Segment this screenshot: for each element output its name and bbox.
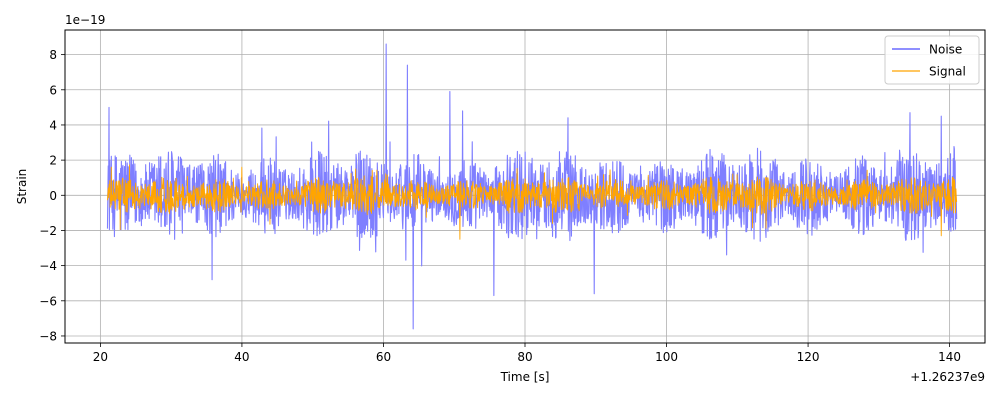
x-tick-label: 40 bbox=[234, 350, 249, 364]
x-tick-label: 120 bbox=[797, 350, 820, 364]
series-line-noise bbox=[106, 43, 958, 330]
x-tick-label: 100 bbox=[655, 350, 678, 364]
y-tick-label: 0 bbox=[49, 189, 57, 203]
y-axis-label: Strain bbox=[15, 169, 29, 205]
legend: Noise Signal bbox=[884, 35, 980, 85]
series-line-signal bbox=[107, 164, 958, 240]
legend-box bbox=[884, 35, 980, 85]
x-tick-label: 140 bbox=[938, 350, 961, 364]
series-layer bbox=[106, 43, 958, 330]
x-tick-label: 60 bbox=[376, 350, 391, 364]
x-tick-label: 80 bbox=[517, 350, 532, 364]
y-tick-label: −2 bbox=[39, 224, 57, 238]
y-tick-label: −4 bbox=[39, 259, 57, 273]
y-tick-label: 4 bbox=[49, 118, 57, 132]
legend-label-noise: Noise bbox=[929, 43, 962, 57]
y-tick-label: 2 bbox=[49, 154, 57, 168]
x-axis-label: Time [s] bbox=[500, 370, 550, 384]
legend-label-signal: Signal bbox=[929, 65, 966, 79]
y-tick-label: 8 bbox=[49, 48, 57, 62]
x-tick-label: 20 bbox=[93, 350, 108, 364]
y-tick-label: −6 bbox=[39, 294, 57, 308]
x-offset-label: +1.26237e9 bbox=[910, 370, 985, 384]
y-scale-label: 1e−19 bbox=[65, 13, 105, 27]
y-tick-label: −8 bbox=[39, 329, 57, 343]
y-tick-label: 6 bbox=[49, 83, 57, 97]
axis-ticks: 20 40 60 80 100 120 140 −8 −6 −4 −2 0 2 4 6 8 bbox=[39, 48, 961, 364]
grid bbox=[65, 30, 985, 343]
